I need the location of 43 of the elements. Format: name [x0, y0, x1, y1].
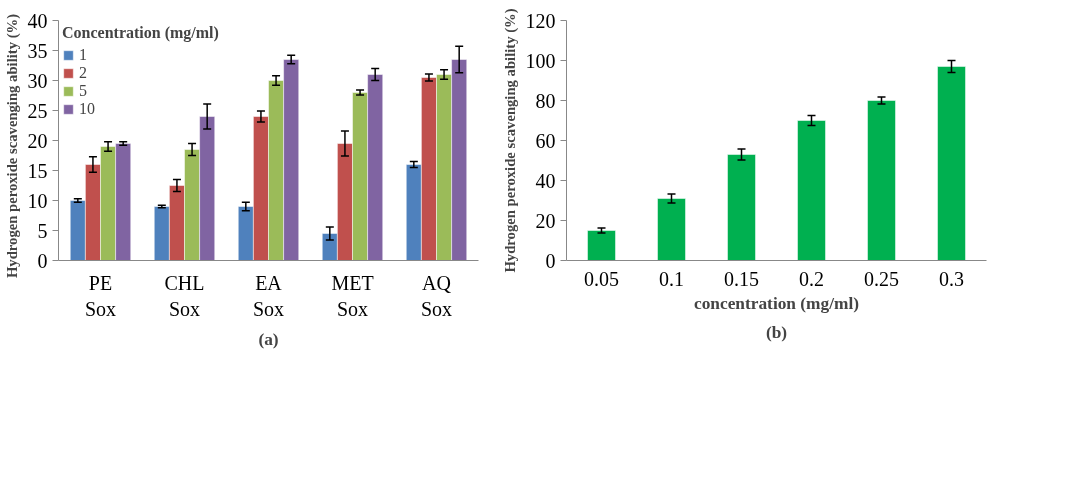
y-tick-label: 20: [535, 209, 556, 232]
legend-label: 2: [79, 64, 88, 82]
x-tick-label: CHL Sox: [164, 271, 205, 320]
y-tick-label: 35: [27, 39, 48, 62]
bar: [867, 100, 896, 261]
y-tick-label: 120: [525, 9, 556, 32]
x-tick-label: AQ Sox: [420, 271, 453, 320]
legend-title: Concentration (mg/ml): [62, 24, 219, 42]
x-tick-label: 0.05: [584, 267, 619, 290]
x-tick-label: 0.3: [939, 267, 964, 290]
y-tick-label: 80: [535, 89, 556, 112]
bar: [797, 120, 826, 261]
x-tick-label: 0.15: [724, 267, 759, 290]
x-tick-label: 0.25: [864, 267, 899, 290]
x-tick-label: 0.2: [799, 267, 824, 290]
y-axis-title: Hydrogen peroxide scavenging ability (%): [501, 8, 519, 273]
x-axis-title: concentration (mg/ml): [693, 293, 860, 313]
text: (b): [765, 322, 788, 342]
y-tick-label: 25: [27, 99, 48, 122]
x-tick-label: EA Sox: [252, 271, 285, 320]
y-tick-label: 100: [525, 49, 556, 72]
y-tick-label: 0: [545, 249, 556, 272]
y-tick-label: 10: [27, 189, 48, 212]
y-tick-label: 40: [535, 169, 556, 192]
bar: [587, 230, 616, 261]
y-tick-label: 20: [27, 129, 48, 152]
text: (a): [258, 329, 279, 349]
y-tick-label: 15: [27, 159, 48, 182]
y-tick-label: 30: [27, 69, 48, 92]
bar: [937, 66, 966, 261]
bar: [727, 154, 756, 261]
y-tick-label: 0: [37, 249, 48, 272]
y-tick-label: 5: [37, 219, 48, 242]
legend-label: 1: [79, 46, 88, 64]
x-tick-label: 0.1: [659, 267, 684, 290]
y-axis-title: Hydrogen peroxide scavenging ability (%): [3, 13, 21, 279]
x-tick-label: MET Sox: [331, 271, 374, 320]
x-tick-label: PE Sox: [84, 271, 117, 320]
legend-label: 10: [79, 100, 96, 118]
y-tick-label: 60: [535, 129, 556, 152]
bar: [657, 198, 686, 261]
legend-label: 5: [79, 82, 88, 100]
y-tick-label: 40: [27, 9, 48, 32]
